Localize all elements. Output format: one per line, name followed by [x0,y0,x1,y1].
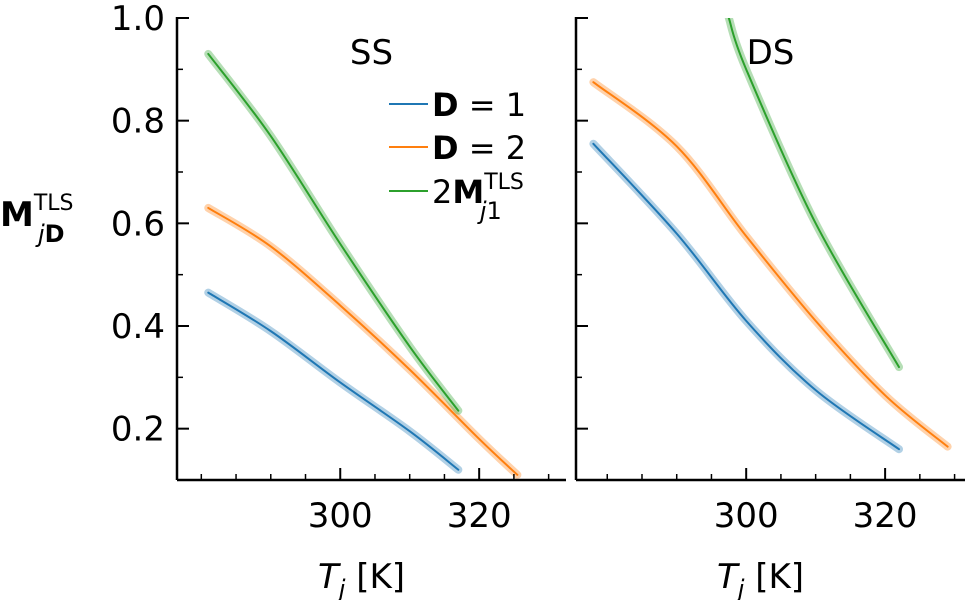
series-band-1 [204,203,522,479]
series-line-0 [207,291,460,471]
y-axis-label-text: MTLS [0,191,74,235]
x-tick-label: 320 [853,496,918,536]
series-band-1 [589,78,952,451]
x-tick-label: 300 [714,496,779,536]
y-tick-label: 0.4 [111,307,165,347]
series-line-2 [727,18,901,369]
x-axis-label: Tj [K] [318,557,405,600]
panel-title: DS [747,33,795,73]
y-tick-label: 0.2 [111,410,165,450]
legend-label-2: 2MTLS j1 [432,170,524,225]
y-tick-label: 0.6 [111,204,165,244]
x-axis-label: Tj [K] [717,557,804,600]
legend-label-1: D = 2 [432,129,526,167]
y-tick-label: 0.8 [111,102,165,142]
x-tick-label: 320 [447,496,512,536]
series-line-0 [592,142,901,451]
x-tick-label: 300 [308,496,373,536]
y-axis-label-sub: jD [35,220,65,248]
panel-ds: 300 320 DS Tj [K] [574,17,965,600]
series-line-1 [207,206,519,476]
panel-ss: 0.2 0.4 0.6 0.8 1.0 300 320 SS Tj [K] [111,0,566,600]
y-tick-label: 1.0 [111,0,165,39]
series-line-1 [592,81,949,448]
panel-title: SS [350,33,393,73]
series-line-2 [207,52,460,412]
legend-label-0: D = 1 [432,86,526,124]
